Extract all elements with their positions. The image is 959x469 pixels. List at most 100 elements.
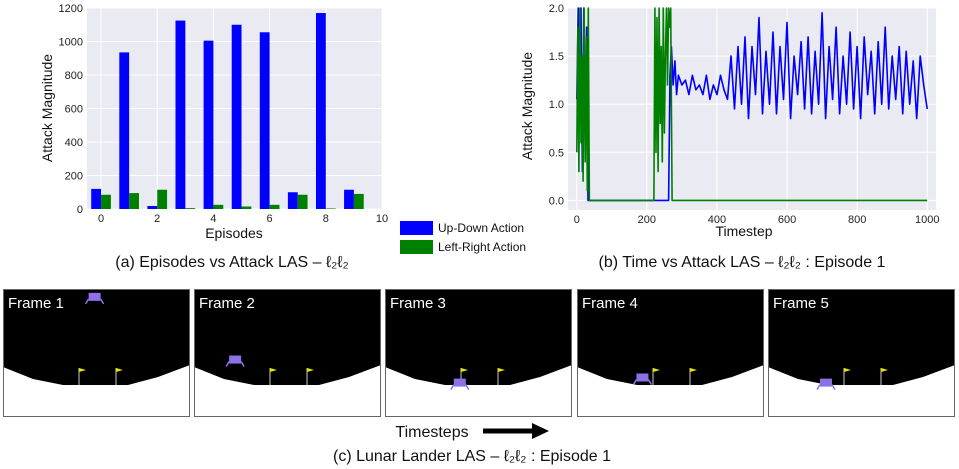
moon-surface (577, 365, 764, 417)
bar-left-right-episode-5 (241, 206, 252, 209)
lander-leg (632, 379, 638, 385)
y-tick-label: 1.0 (549, 99, 564, 111)
chart-caption: (b) Time vs Attack LAS – ℓ₂ℓ₂ : Episode … (599, 254, 886, 271)
frame-4: Frame 4 (577, 289, 764, 417)
lander-body (88, 292, 101, 301)
x-tick-label: 2 (154, 213, 160, 225)
flag-icon (116, 368, 123, 372)
bar-left-right-episode-7 (297, 194, 308, 209)
moon-surface (3, 365, 190, 417)
bar-up-down-episode-3 (175, 20, 186, 209)
y-tick-label: 0 (77, 204, 83, 216)
y-tick-label: 400 (65, 137, 83, 149)
y-tick-label: 0.0 (549, 195, 564, 207)
chart-caption: (a) Episodes vs Attack LAS – ℓ₂ℓ₂ (115, 254, 349, 271)
frame-label: Frame 3 (390, 295, 446, 312)
frame-label: Frame 2 (199, 295, 255, 312)
bar-up-down-episode-9 (344, 189, 354, 209)
lander-icon (816, 378, 836, 390)
y-tick-label: 600 (65, 104, 83, 116)
lander-body (636, 373, 649, 382)
x-tick-label: 0 (574, 214, 580, 226)
plot-area (568, 8, 936, 210)
frame-5: Frame 5 (768, 289, 955, 417)
lander-body (229, 355, 242, 364)
y-tick-label: 1200 (59, 3, 83, 15)
legend: Up-Down Action Left-Right Action (400, 221, 526, 254)
bar-up-down-episode-8 (315, 13, 326, 210)
chart-episodes-vs-attack: 0 2 4 6 8 10 0 200 400 600 800 1000 1200 Episodes A… (39, 3, 388, 271)
bars (91, 13, 364, 210)
x-tick-label: 600 (778, 214, 796, 226)
flag-icon (270, 368, 277, 372)
y-tick-label: 2.0 (549, 3, 564, 15)
bar-left-right-episode-4 (213, 204, 224, 209)
bar-left-right-episode-0 (101, 194, 111, 209)
frame-3: Frame 3 (385, 289, 572, 417)
lander-leg (816, 384, 821, 390)
lunar-lander-frames: Frame 1 Frame 2 Frame 3 Frame 4 Frame 5 (3, 289, 955, 417)
frame-border (768, 289, 955, 417)
x-tick-label: 10 (376, 213, 388, 225)
flag-icon (498, 368, 505, 372)
x-tick-labels: 0 200 400 600 800 1000 (574, 214, 940, 226)
frame-label: Frame 5 (773, 295, 829, 312)
timesteps-indicator: Timesteps (395, 423, 549, 441)
flag-icon (690, 368, 697, 372)
lander-leg (647, 379, 653, 385)
frame-border (3, 289, 190, 417)
lander-icon (84, 292, 105, 305)
x-tick-label: 1000 (915, 214, 939, 226)
chart-time-vs-attack: 0 200 400 600 800 1000 0.0 0.5 1.0 1.5 2.0 Timest… (519, 3, 939, 271)
x-axis-label: Episodes (205, 225, 263, 241)
x-tick-label: 0 (98, 213, 104, 225)
x-tick-label: 8 (323, 213, 329, 225)
x-tick-label: 6 (267, 213, 273, 225)
y-tick-labels: 0 200 400 600 800 1000 1200 (59, 3, 83, 216)
x-axis-label: Timestep (715, 223, 772, 239)
lander-leg (240, 361, 245, 367)
y-axis-label: Attack Magnitude (39, 54, 55, 162)
x-tick-labels: 0 2 4 6 8 10 (98, 213, 388, 225)
bar-up-down-episode-6 (259, 32, 270, 209)
frame-border (385, 289, 572, 417)
lander-leg (99, 298, 105, 305)
x-tick-label: 800 (848, 214, 866, 226)
lander-body (453, 378, 466, 387)
timesteps-arrow-head-icon (532, 423, 549, 439)
timesteps-label: Timesteps (395, 424, 468, 441)
series-lines (576, 7, 928, 202)
y-tick-label: 1.5 (549, 51, 564, 63)
y-tick-label: 200 (65, 171, 83, 183)
y-tick-label: 0.5 (549, 147, 564, 159)
frame-label: Frame 4 (582, 295, 638, 312)
frame-border (194, 289, 381, 417)
flag-icon (461, 368, 468, 372)
bar-left-right-episode-6 (269, 204, 280, 209)
lander-body (819, 378, 832, 387)
legend-label-left-right: Left-Right Action (438, 240, 526, 254)
frames-caption: (c) Lunar Lander LAS – ℓ₂ℓ₂ : Episode 1 (333, 448, 611, 465)
flag-icon (881, 368, 888, 372)
legend-swatch-up-down (400, 221, 433, 235)
lander-leg (450, 384, 455, 390)
bar-up-down-episode-1 (119, 52, 130, 210)
x-tick-label: 400 (708, 214, 726, 226)
y-tick-label: 800 (65, 70, 83, 82)
bar-left-right-episode-1 (129, 193, 139, 209)
bar-up-down-episode-2 (147, 205, 158, 209)
frame-border (577, 289, 764, 417)
bar-left-right-episode-9 (353, 193, 364, 209)
flag-icon (653, 368, 660, 372)
lander-leg (465, 384, 470, 390)
x-tick-label: 200 (638, 214, 656, 226)
bar-up-down-episode-4 (203, 40, 214, 209)
x-tick-label: 4 (210, 213, 216, 225)
moon-surface (194, 365, 381, 417)
y-axis-label: Attack Magnitude (519, 52, 535, 160)
y-tick-label: 1000 (59, 37, 83, 49)
frame-2: Frame 2 (194, 289, 381, 417)
lander-icon (225, 355, 245, 367)
series-line-up-down (576, 7, 928, 202)
